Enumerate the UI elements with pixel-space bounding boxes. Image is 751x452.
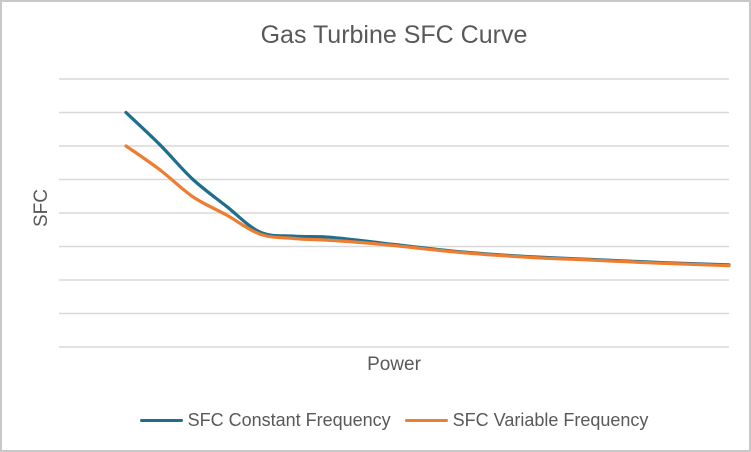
legend-item-sfc-constant-frequency: SFC Constant Frequency xyxy=(139,409,391,431)
series-line-sfc-variable-frequency xyxy=(124,144,731,268)
legend-swatch-constant-frequency-line xyxy=(139,418,183,422)
legend-item-sfc-variable-frequency: SFC Variable Frequency xyxy=(404,409,649,431)
chart-title: Gas Turbine SFC Curve xyxy=(260,21,528,49)
y-axis-label: SFC xyxy=(31,189,52,227)
legend: SFC Constant Frequency SFC Variable Freq… xyxy=(59,408,729,432)
series-line-sfc-constant-frequency xyxy=(124,110,731,267)
legend-label-variable-frequency: SFC Variable Frequency xyxy=(452,409,649,430)
gridlines xyxy=(59,78,729,348)
legend-label-constant-frequency: SFC Constant Frequency xyxy=(187,409,391,430)
x-axis-label: Power xyxy=(367,354,421,375)
legend-swatch-variable-frequency-line xyxy=(404,418,448,422)
